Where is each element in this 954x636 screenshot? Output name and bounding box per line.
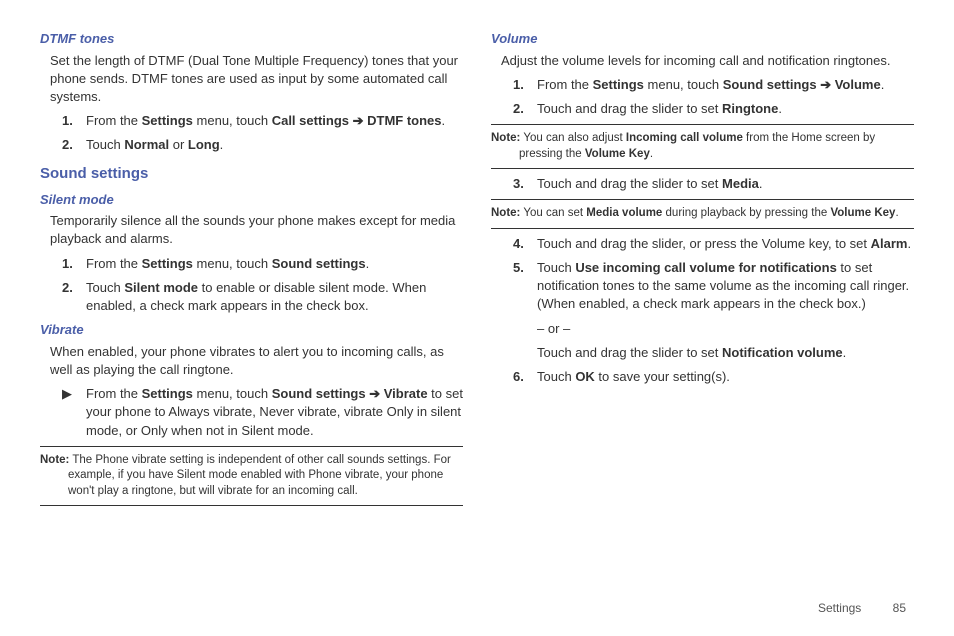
step-number: 2. (62, 279, 86, 315)
silent-step-2: 2. Touch Silent mode to enable or disabl… (62, 279, 463, 315)
step-number: 6. (513, 368, 537, 386)
sound-settings-heading: Sound settings (40, 164, 463, 184)
step-number: 1. (62, 255, 86, 273)
dtmf-heading: DTMF tones (40, 30, 463, 48)
dtmf-step-2: 2. Touch Normal or Long. (62, 136, 463, 154)
step-body: Touch Silent mode to enable or disable s… (86, 279, 463, 315)
divider (491, 168, 914, 169)
two-column-layout: DTMF tones Set the length of DTMF (Dual … (40, 28, 914, 512)
dtmf-step-1: 1. From the Settings menu, touch Call se… (62, 112, 463, 130)
step-body: Touch Normal or Long. (86, 136, 463, 154)
step-body: From the Settings menu, touch Sound sett… (86, 255, 463, 273)
step-body: Touch and drag the slider, or press the … (537, 235, 914, 253)
step-body: From the Settings menu, touch Sound sett… (537, 76, 914, 94)
volume-note-a: Note: You can also adjust Incoming call … (491, 131, 914, 162)
step-number: 5. (513, 259, 537, 362)
or-text: – or – (537, 320, 914, 338)
step-number: 3. (513, 175, 537, 193)
step-number: 1. (62, 112, 86, 130)
silent-step-1: 1. From the Settings menu, touch Sound s… (62, 255, 463, 273)
step-body: Touch OK to save your setting(s). (537, 368, 914, 386)
silent-para: Temporarily silence all the sounds your … (50, 212, 463, 248)
volume-step-2: 2. Touch and drag the slider to set Ring… (513, 100, 914, 118)
volume-heading: Volume (491, 30, 914, 48)
step-body: Touch and drag the slider to set Media. (537, 175, 914, 193)
silent-heading: Silent mode (40, 191, 463, 209)
step-number: 2. (62, 136, 86, 154)
step-number: 4. (513, 235, 537, 253)
step-body: Touch and drag the slider to set Rington… (537, 100, 914, 118)
step-body: Touch Use incoming call volume for notif… (537, 259, 914, 362)
arrow-icon: ▶ (62, 385, 86, 440)
step-alt: Touch and drag the slider to set Notific… (537, 344, 914, 362)
divider (491, 124, 914, 125)
vibrate-heading: Vibrate (40, 321, 463, 339)
step-body: From the Settings menu, touch Call setti… (86, 112, 463, 130)
right-column: Volume Adjust the volume levels for inco… (491, 28, 914, 512)
bullet-body: From the Settings menu, touch Sound sett… (86, 385, 463, 440)
left-column: DTMF tones Set the length of DTMF (Dual … (40, 28, 463, 512)
volume-step-4: 4. Touch and drag the slider, or press t… (513, 235, 914, 253)
divider (40, 446, 463, 447)
volume-step-6: 6. Touch OK to save your setting(s). (513, 368, 914, 386)
footer-section: Settings (818, 601, 861, 615)
volume-note-b: Note: You can set Media volume during pl… (491, 206, 914, 222)
divider (40, 505, 463, 506)
dtmf-para: Set the length of DTMF (Dual Tone Multip… (50, 52, 463, 107)
volume-step-1: 1. From the Settings menu, touch Sound s… (513, 76, 914, 94)
divider (491, 228, 914, 229)
step-number: 1. (513, 76, 537, 94)
vibrate-bullet: ▶ From the Settings menu, touch Sound se… (62, 385, 463, 440)
divider (491, 199, 914, 200)
volume-para: Adjust the volume levels for incoming ca… (501, 52, 914, 70)
volume-step-3: 3. Touch and drag the slider to set Medi… (513, 175, 914, 193)
vibrate-para: When enabled, your phone vibrates to ale… (50, 343, 463, 379)
step-number: 2. (513, 100, 537, 118)
vibrate-note: Note: The Phone vibrate setting is indep… (40, 453, 463, 500)
footer-page: 85 (893, 601, 906, 615)
page-footer: Settings 85 (818, 600, 906, 616)
volume-step-5: 5. Touch Use incoming call volume for no… (513, 259, 914, 362)
